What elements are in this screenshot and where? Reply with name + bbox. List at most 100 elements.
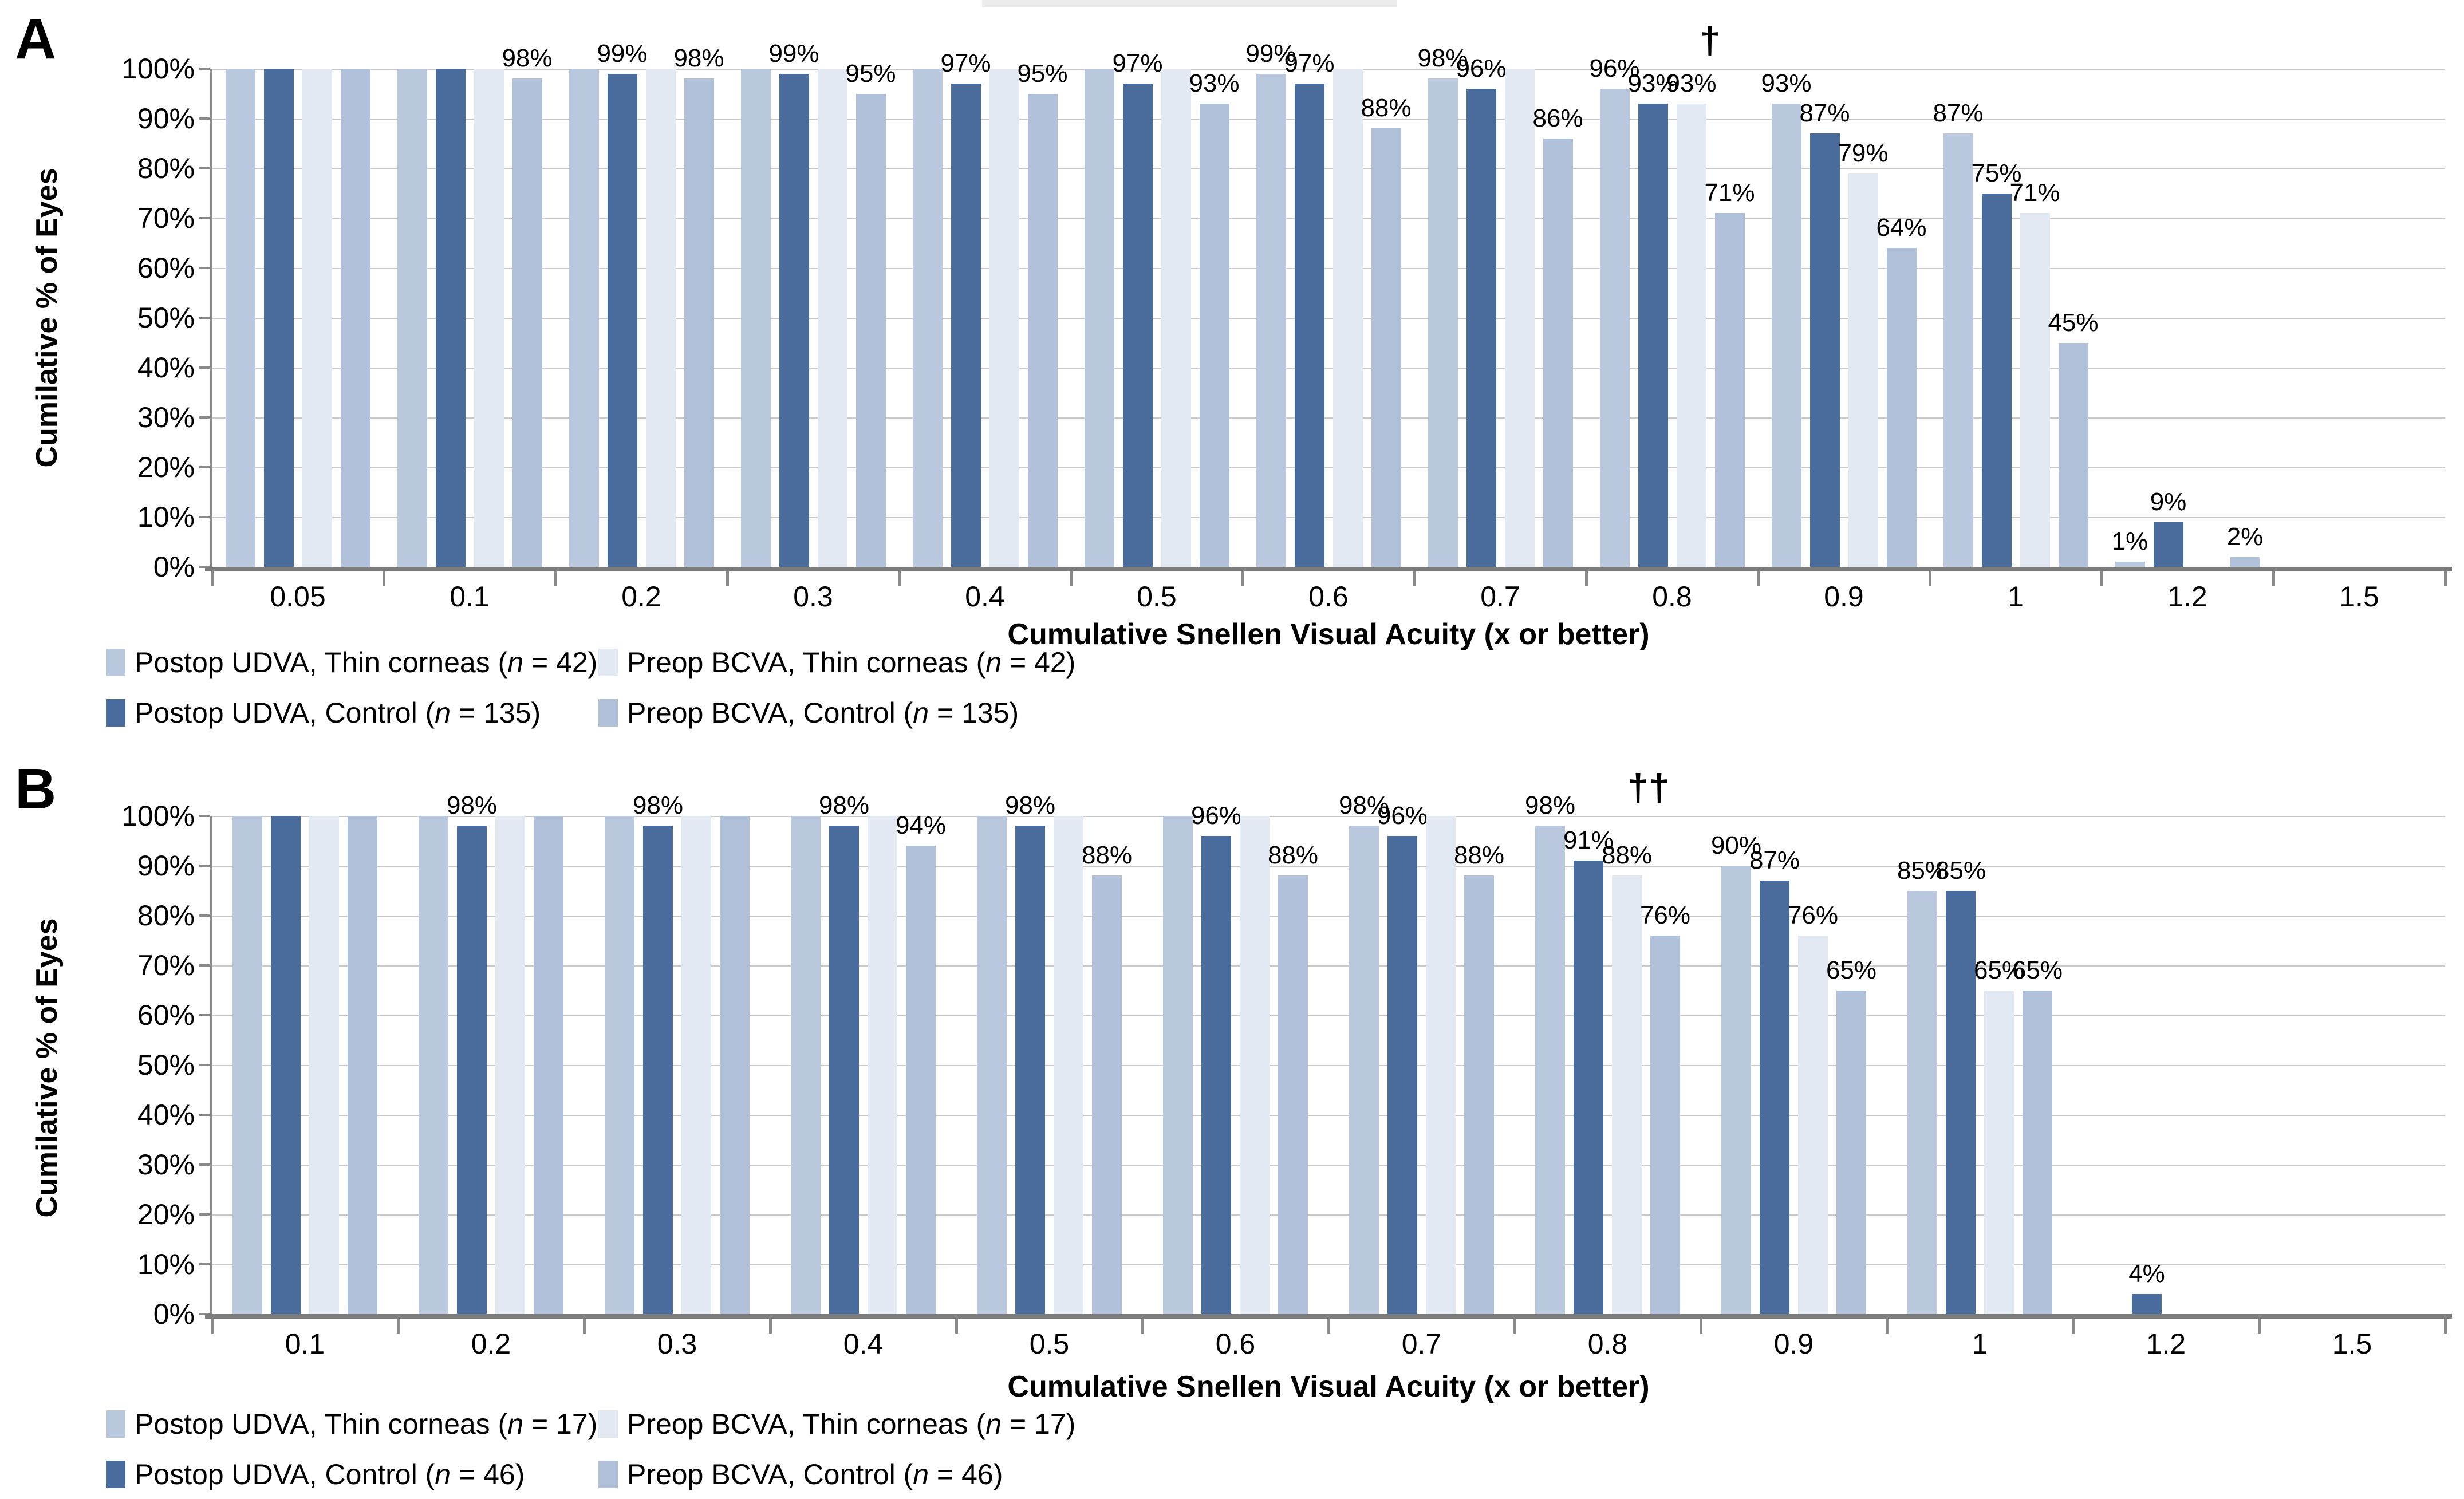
gridline (212, 368, 2445, 369)
x-category-label: 1 (2008, 581, 2024, 613)
y-tick-label: 60% (137, 999, 195, 1031)
x-tick-mark (1327, 1319, 1330, 1334)
gridline (212, 517, 2445, 518)
y-tick-mark (199, 1313, 210, 1315)
y-tick-mark (199, 1114, 210, 1116)
bar (912, 69, 943, 567)
y-tick-label: 70% (137, 949, 195, 981)
legend-item: Postop UDVA, Control (n = 46) (106, 1458, 598, 1491)
y-tick-label: 80% (137, 900, 195, 932)
y-tick-mark (199, 317, 210, 319)
bar-value-label: 45% (2048, 308, 2099, 337)
y-tick-mark (199, 865, 210, 867)
legend-label: Preop BCVA, Control (n = 46) (627, 1458, 1003, 1491)
legend-series-name: Postop UDVA, Control ( (135, 1458, 435, 1490)
legend-n-value: = 17) (1002, 1408, 1076, 1440)
x-tick-mark (1413, 571, 1416, 586)
bar (605, 816, 634, 1314)
bar-value-label: 76% (1787, 901, 1839, 929)
x-tick-mark (1513, 1319, 1516, 1334)
bar: 85% (1935, 857, 1986, 1314)
bar-value-label: 93% (1189, 69, 1240, 97)
legend-swatch (106, 1461, 125, 1488)
bar-value-label: 95% (1017, 59, 1068, 88)
y-axis-title-a: Cumilative % of Eyes (30, 168, 64, 468)
y-tick-label: 50% (137, 1049, 195, 1081)
x-axis-labels-a: 0.05 0.1 0.2 0.3 0.4 0.5 0.6 0.7 0.8 0.9 1 1.2 1.5 (212, 580, 2445, 613)
cropped-title-fragment (982, 0, 1397, 7)
bar: 93% (1666, 69, 1717, 567)
bar: 88% (1602, 841, 1652, 1314)
bar-group-0.7: 98% 96% 86% (1414, 44, 1586, 567)
x-axis-labels-b: 0.1 0.2 0.3 0.4 0.5 0.6 0.7 0.8 0.9 1 1.2 1.5 (212, 1327, 2445, 1360)
bar (271, 816, 301, 1314)
bar-group-0.6: 96% 88% (1142, 802, 1328, 1314)
bar-value-label: 1% (2111, 527, 2148, 556)
bar-value-label: 87% (1799, 99, 1850, 128)
bar-value-label: 71% (2009, 179, 2060, 207)
gridline (212, 1264, 2445, 1265)
y-tick-mark (199, 267, 210, 269)
bar-group-1.2: 1% 9% 2% (2102, 69, 2273, 567)
bar (569, 69, 599, 567)
bar: 45% (2048, 309, 2099, 567)
bar-value-label: 96% (1589, 54, 1640, 82)
panel-b-letter: B (15, 757, 57, 821)
x-category-label: 0.2 (621, 581, 661, 613)
x-tick-mark (382, 571, 385, 586)
x-category-label: 1.5 (2339, 581, 2379, 613)
bar-value-label: 98% (1417, 44, 1468, 73)
x-category-label: 0.1 (450, 581, 490, 613)
y-tick-label: 100% (121, 53, 195, 85)
bar-value-label: 96% (1377, 801, 1428, 830)
y-tick-label: 100% (121, 800, 195, 832)
bar: 99% (1245, 40, 1296, 567)
dagger-annotation: †† (1627, 766, 1670, 808)
x-category-label: 0.4 (843, 1328, 884, 1360)
x-category-label: 1.2 (2146, 1328, 2186, 1360)
legend-swatch (598, 1410, 618, 1438)
x-tick-mark (1070, 571, 1073, 586)
bar: 88% (1268, 841, 1318, 1314)
legend-item: Postop UDVA, Control (n = 135) (106, 696, 598, 729)
bar-value-label: 99% (768, 39, 819, 68)
bar: 98% (447, 791, 497, 1314)
bar-value-label: 88% (1601, 841, 1653, 870)
y-tick-label: 70% (137, 202, 195, 234)
legend-n-symbol: n (985, 1408, 1002, 1440)
y-tick-mark (199, 815, 210, 817)
bar-value-label: 98% (1524, 791, 1576, 820)
x-tick-mark (1756, 571, 1760, 586)
bar: 93% (1627, 69, 1678, 567)
bar-value-label: 88% (1453, 841, 1505, 870)
bar: 75% (1971, 159, 2022, 567)
bar-value-label: 98% (1338, 791, 1390, 820)
x-tick-mark (897, 571, 901, 586)
bar-group-1.5 (2273, 69, 2445, 567)
bar-value-label: 75% (1971, 159, 2022, 187)
x-tick-mark (2257, 1319, 2261, 1334)
gridline (212, 866, 2445, 867)
x-tick-mark (955, 1319, 958, 1334)
plot-area-b: 100% 90% 80% 70% 60% 50% 40% 30% 20% 10% 0% 98% 98% 9… (121, 766, 2452, 1334)
bar: 9% (2150, 488, 2186, 567)
bar: 96% (1377, 802, 1428, 1314)
bar-value-label: 88% (1081, 841, 1133, 870)
legend-swatch (106, 1410, 125, 1438)
bar: 87% (1799, 99, 1850, 567)
bar (720, 816, 750, 1314)
legend-swatch (106, 649, 125, 676)
bar-value-label: 93% (1761, 69, 1812, 97)
gridline (212, 816, 2445, 817)
legend-series-name: Preop BCVA, Control ( (627, 1458, 913, 1490)
bar-group-0.1: 98% (384, 44, 555, 567)
bar-groups: 98% 98% 98% 94% 98% 88% 96% 88% 98% 96% 88% 98% 91% 8… (212, 791, 2445, 1314)
y-tick-mark (199, 217, 210, 219)
x-axis-title-b: Cumulative Snellen Visual Acuity (x or b… (1007, 1370, 1650, 1403)
legend-n-symbol: n (507, 646, 524, 679)
bar (419, 816, 448, 1314)
bar-value-label: 71% (1704, 179, 1755, 207)
y-tick-mark (199, 914, 210, 917)
bar-value-label: 9% (2150, 487, 2187, 516)
bar-value-label: 96% (1190, 801, 1242, 830)
